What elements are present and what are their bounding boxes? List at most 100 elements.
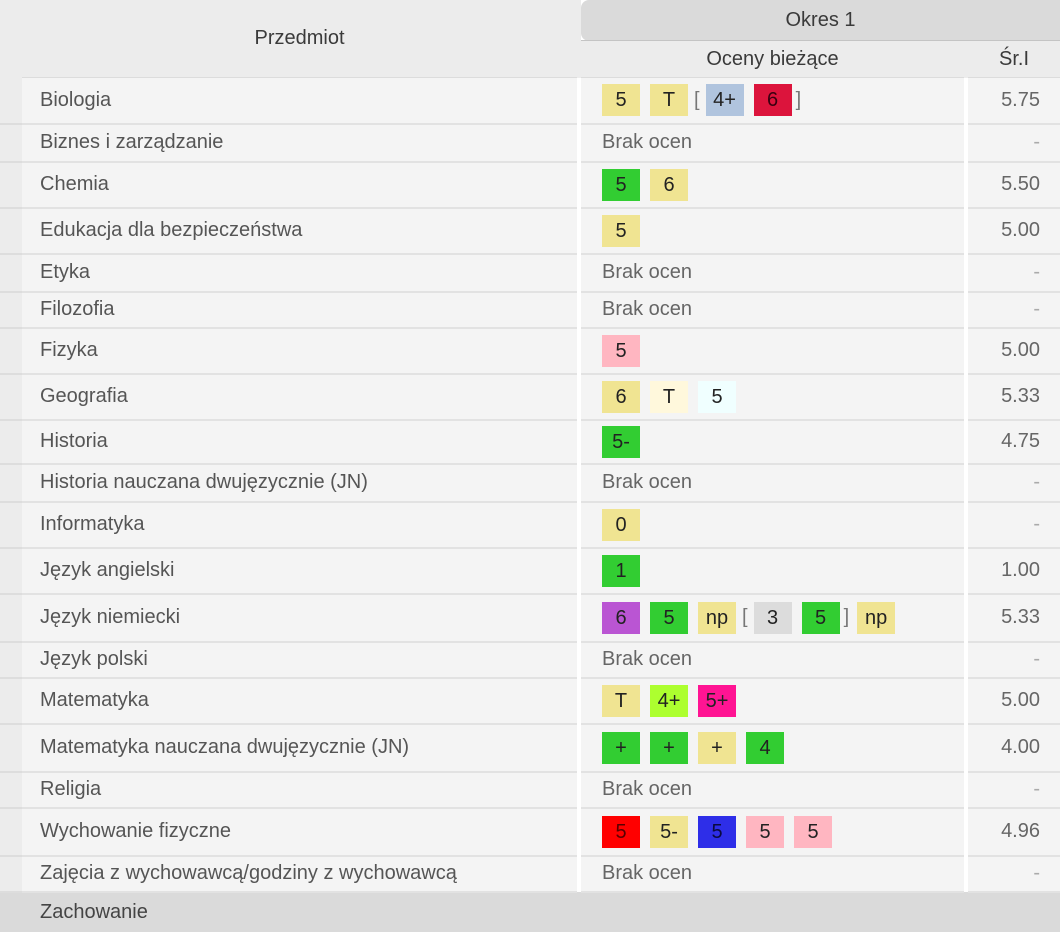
current-grades-cell: 6 5 np[3 5] np <box>581 593 964 643</box>
subject-row[interactable]: Biznes i zarządzanie Brak ocen - <box>0 123 1060 163</box>
behavior-label: Zachowanie <box>22 891 577 932</box>
grade-badge[interactable]: 4+ <box>705 84 744 117</box>
subject-row[interactable]: Fizyka 5 5.00 <box>0 327 1060 375</box>
subject-row[interactable]: Chemia 5 6 5.50 <box>0 161 1060 209</box>
grade-badge[interactable]: 5- <box>650 815 688 848</box>
subject-name: Zajęcia z wychowawcą/godziny z wychowawc… <box>22 855 577 893</box>
column-divider <box>964 40 968 78</box>
subject-row[interactable]: Informatyka 0 - <box>0 501 1060 549</box>
grade-badge[interactable]: 5 <box>602 214 640 247</box>
grade-badge[interactable]: 5 <box>602 815 640 848</box>
column-divider <box>577 855 581 892</box>
grade-badge[interactable]: 5 <box>794 815 832 848</box>
subject-row[interactable]: Wychowanie fizyczne 5 5- 5 5 5 4.96 <box>0 807 1060 857</box>
row-marker <box>0 463 22 503</box>
column-divider <box>577 891 581 932</box>
grade-badge[interactable]: 5 <box>746 815 784 848</box>
grade-badge[interactable]: T <box>650 380 688 413</box>
grade-badge[interactable]: + <box>698 731 736 764</box>
average-value: - <box>968 501 1060 549</box>
grade-badge[interactable]: np <box>857 601 896 634</box>
subject-row[interactable]: Etyka Brak ocen - <box>0 253 1060 293</box>
column-divider <box>577 501 581 548</box>
grade-bracket: ] <box>843 606 850 628</box>
subject-row[interactable]: Geografia 6 T 5 5.33 <box>0 373 1060 421</box>
grade-badge[interactable]: 6 <box>602 601 640 634</box>
subject-name: Biologia <box>22 77 577 125</box>
current-grades-cell: Brak ocen <box>581 641 964 679</box>
grade-badge[interactable]: + <box>650 731 688 764</box>
average-value: - <box>968 123 1060 163</box>
column-divider <box>577 463 581 502</box>
grade-badge[interactable]: 0 <box>602 508 640 541</box>
subject-row[interactable]: Biologia 5 T [4+ 6] 5.75 <box>0 77 1060 125</box>
subject-row[interactable]: Język polski Brak ocen - <box>0 641 1060 679</box>
row-marker <box>0 207 22 255</box>
average-value: - <box>968 291 1060 329</box>
column-divider <box>964 641 968 678</box>
behavior-grade-cell <box>581 891 1060 932</box>
current-grades-cell: 1 <box>581 547 964 595</box>
grade-badge[interactable]: 6 <box>602 380 640 413</box>
grade-badge[interactable]: 5 <box>650 601 688 634</box>
column-divider <box>964 547 968 594</box>
row-marker-header <box>0 0 22 78</box>
row-marker <box>0 253 22 293</box>
current-grades-header: Oceny bieżące <box>581 40 964 78</box>
subject-row[interactable]: Religia Brak ocen - <box>0 771 1060 809</box>
subject-column-header[interactable]: Przedmiot <box>22 0 577 78</box>
grade-badge[interactable]: 6 <box>650 168 688 201</box>
subject-name: Geografia <box>22 373 577 421</box>
subject-name: Język polski <box>22 641 577 679</box>
current-grades-cell: + + +4 <box>581 723 964 773</box>
column-divider <box>577 373 581 420</box>
subject-name: Etyka <box>22 253 577 293</box>
no-grades-text: Brak ocen <box>602 298 693 320</box>
average-value: - <box>968 641 1060 679</box>
grade-badge[interactable]: 5 <box>698 815 736 848</box>
period-header[interactable]: Okres 1 <box>581 0 1060 41</box>
grade-badge[interactable]: 3 <box>753 601 792 634</box>
current-grades-cell: 5 <box>581 207 964 255</box>
column-divider <box>964 501 968 548</box>
subject-name: Religia <box>22 771 577 809</box>
current-grades-cell: Brak ocen <box>581 123 964 163</box>
grade-badge[interactable]: 1 <box>602 554 640 587</box>
grade-badge[interactable]: 5 <box>698 380 736 413</box>
average-value: 5.33 <box>968 593 1060 643</box>
subject-row[interactable]: Język niemiecki 6 5 np[3 5] np 5.33 <box>0 593 1060 643</box>
column-divider <box>577 723 581 772</box>
grade-badge[interactable]: 6 <box>753 84 792 117</box>
average-value: 4.00 <box>968 723 1060 773</box>
subject-row[interactable]: Język angielski 1 1.00 <box>0 547 1060 595</box>
grade-badge[interactable]: 5 <box>801 601 840 634</box>
subject-row[interactable]: Edukacja dla bezpieczeństwa 5 5.00 <box>0 207 1060 255</box>
subject-row[interactable]: Matematyka T 4+ 5+ 5.00 <box>0 677 1060 725</box>
column-divider <box>964 677 968 724</box>
row-marker <box>0 677 22 725</box>
average-value: - <box>968 855 1060 893</box>
subject-name: Język niemiecki <box>22 593 577 643</box>
grade-badge[interactable]: 5 <box>602 84 640 117</box>
subject-row[interactable]: Zajęcia z wychowawcą/godziny z wychowawc… <box>0 855 1060 893</box>
column-divider <box>964 463 968 502</box>
subject-row[interactable]: Matematyka nauczana dwujęzycznie (JN) + + +… <box>0 723 1060 773</box>
subject-row[interactable]: Historia nauczana dwujęzycznie (JN) Brak … <box>0 463 1060 503</box>
subject-row[interactable]: Filozofia Brak ocen - <box>0 291 1060 329</box>
average-header: Śr.I <box>968 40 1060 78</box>
grade-badge[interactable]: 4+ <box>650 684 688 717</box>
column-divider <box>577 547 581 594</box>
grade-badge[interactable]: + <box>602 731 640 764</box>
grade-badge[interactable]: 5- <box>602 425 640 458</box>
grade-badge[interactable]: T <box>650 84 688 117</box>
behavior-row[interactable]: Zachowanie <box>0 891 1060 932</box>
column-divider <box>964 77 968 124</box>
grade-badge[interactable]: 5 <box>602 334 640 367</box>
grade-badge[interactable]: 5 <box>602 168 640 201</box>
grade-badge[interactable]: np <box>698 601 736 634</box>
grade-badge[interactable]: T <box>602 684 640 717</box>
column-divider <box>577 161 581 208</box>
grade-badge[interactable]: 5+ <box>698 684 736 717</box>
grade-badge[interactable]: 4 <box>746 731 784 764</box>
subject-row[interactable]: Historia 5- 4.75 <box>0 419 1060 465</box>
